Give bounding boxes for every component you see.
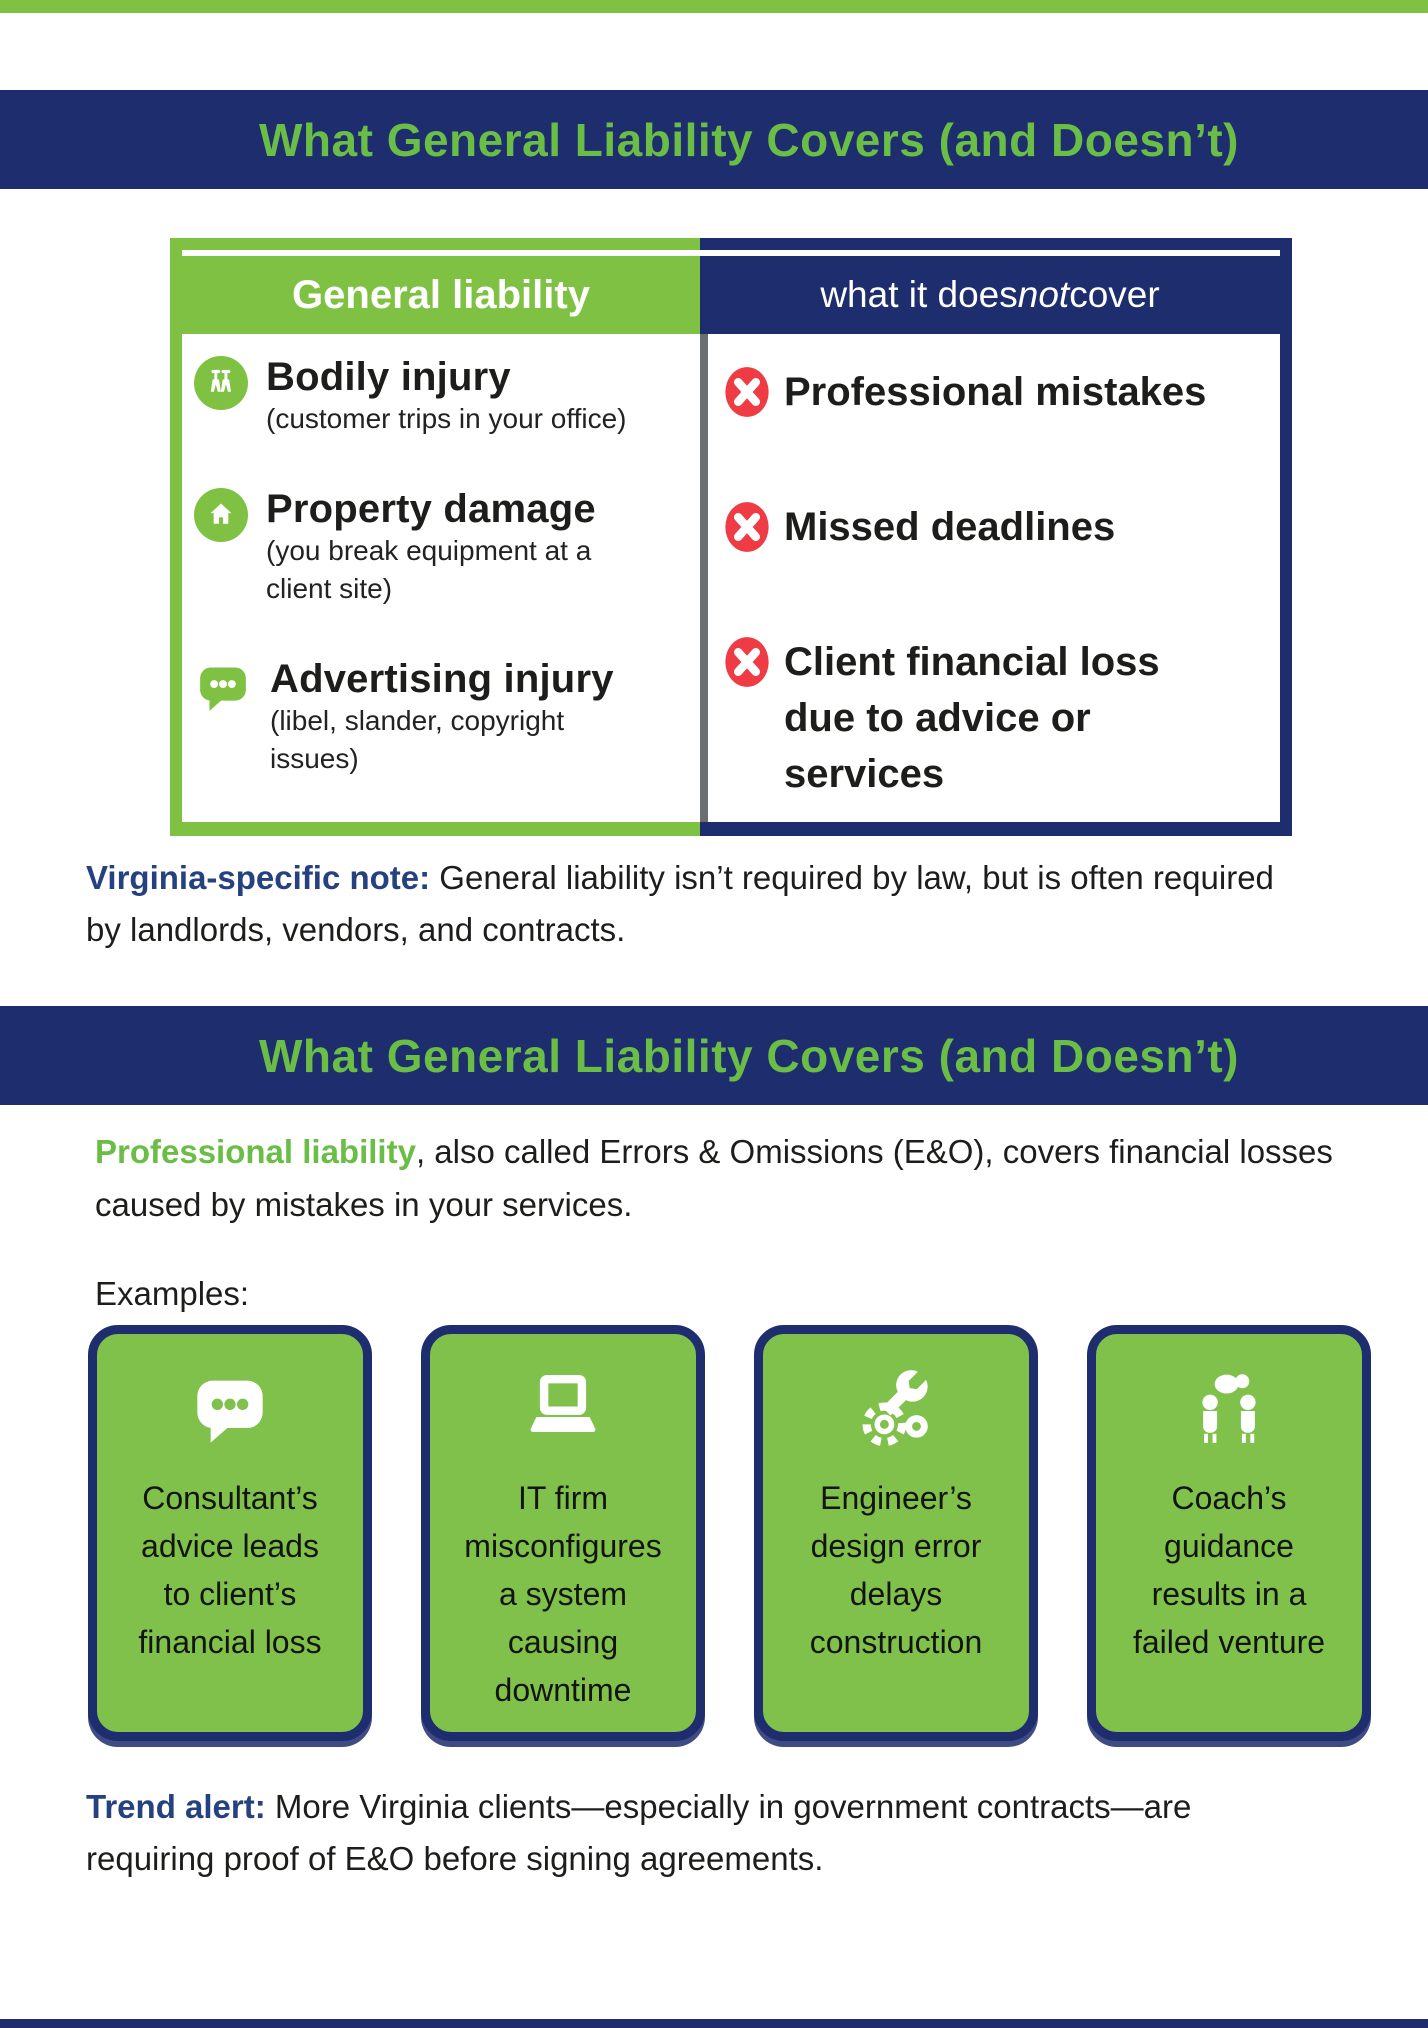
trend-label: Trend alert: [86, 1788, 266, 1825]
card-text-line: guidance [1164, 1528, 1294, 1564]
example-card-engineer: Engineer’s design error delays construct… [754, 1325, 1038, 1741]
card-text-line: Engineer’s [820, 1480, 972, 1516]
card-text: Engineer’s design error delays construct… [810, 1474, 983, 1666]
professional-line1: Professional liability, also called Erro… [95, 1125, 1428, 1178]
coverage-item-bodily-injury: Bodily injury (customer trips in your of… [194, 354, 690, 438]
column-not-covered: what it does not cover Professional mist… [700, 238, 1292, 836]
item-title: Property damage [266, 487, 596, 531]
card-text-line: results in a [1151, 1576, 1307, 1612]
not-covered-body: Professional mistakes Missed deadlines [700, 334, 1280, 822]
card-text-line: a system [498, 1576, 628, 1612]
banner-1: What General Liability Covers (and Doesn… [0, 90, 1428, 189]
exclusion-label: services [784, 752, 945, 796]
card-text: Consultant’s advice leads to client’s fi… [138, 1474, 321, 1666]
card-text-line: causing [507, 1624, 619, 1660]
tools-icon [853, 1362, 939, 1458]
cross-icon [724, 501, 770, 558]
not-covered-header-post: cover [1069, 274, 1160, 315]
item-subtitle: client site) [266, 573, 393, 604]
exclusion-label: due to advice or [784, 696, 1091, 740]
professional-text: , also called Errors & Omissions (E&O), … [415, 1133, 1333, 1170]
coverage-item-property-damage: Property damage (you break equipment at … [194, 486, 690, 608]
exclusion-item-professional-mistakes: Professional mistakes [724, 364, 1270, 423]
card-text: Coach’s guidance results in a failed ven… [1133, 1474, 1325, 1666]
cross-icon [724, 636, 770, 693]
card-text: IT firm misconfigures a system causing d… [464, 1474, 661, 1714]
trend-text: More Virginia clients—especially in gove… [265, 1788, 1192, 1825]
chat-bubble-icon [188, 1362, 272, 1458]
virginia-note: Virginia-specific note: General liabilit… [86, 852, 1428, 956]
not-covered-header: what it does not cover [700, 256, 1280, 334]
exclusion-item-client-financial-loss: Client financial loss due to advice or s… [724, 634, 1270, 802]
note-label: Virginia-specific note: [86, 859, 431, 896]
cross-icon [724, 366, 770, 423]
examples-label: Examples: [95, 1275, 250, 1312]
card-text-line: Coach’s [1171, 1480, 1287, 1516]
card-text-line: construction [809, 1624, 983, 1660]
trend-alert-line2: requiring proof of E&O before signing ag… [86, 1840, 824, 1877]
card-text-line: Consultant’s [142, 1480, 318, 1516]
exclusion-item-missed-deadlines: Missed deadlines [724, 499, 1270, 558]
coverage-item-advertising-injury: Advertising injury (libel, slander, copy… [194, 656, 690, 778]
banner-2: What General Liability Covers (and Doesn… [0, 1006, 1428, 1105]
page-title: What General Liability Covers (and Doesn… [259, 113, 1239, 166]
bottom-accent-strip [0, 2019, 1428, 2028]
covered-header: General liability [182, 256, 700, 334]
card-text-line: delays [849, 1576, 943, 1612]
card-text-line: IT firm [517, 1480, 609, 1516]
item-title: Bodily injury [266, 355, 511, 399]
laptop-icon [517, 1362, 609, 1458]
trend-alert: Trend alert: More Virginia clients—espec… [86, 1781, 1428, 1885]
speech-bubble-icon [194, 660, 252, 721]
not-covered-header-pre: what it does [820, 274, 1018, 315]
professional-line2: caused by mistakes in your services. [95, 1186, 633, 1223]
virginia-note-line1: Virginia-specific note: General liabilit… [86, 852, 1428, 904]
not-covered-header-emphasis: not [1017, 274, 1070, 315]
item-subtitle: (libel, slander, copyright [270, 705, 565, 736]
item-subtitle: (you break equipment at a [266, 535, 592, 566]
card-text-line: failed venture [1132, 1624, 1326, 1660]
top-accent-strip [0, 0, 1428, 13]
professional-lead: Professional liability [95, 1133, 416, 1170]
item-subtitle: (customer trips in your office) [266, 403, 627, 434]
card-text-line: financial loss [138, 1624, 322, 1660]
card-text-line: advice leads [141, 1528, 319, 1564]
coverage-comparison-table: General liability [170, 238, 1292, 836]
exclusion-label: Professional mistakes [784, 370, 1207, 414]
example-card-coach: Coach’s guidance results in a failed ven… [1087, 1325, 1371, 1741]
example-card-it-firm: IT firm misconfigures a system causing d… [421, 1325, 705, 1741]
exclusion-label: Missed deadlines [784, 505, 1116, 549]
column-covered: General liability [170, 238, 700, 836]
example-cards-row: Consultant’s advice leads to client’s fi… [88, 1325, 1371, 1741]
card-text-line: to client’s [163, 1576, 297, 1612]
card-text-line: misconfigures [464, 1528, 662, 1564]
card-text-line: downtime [494, 1672, 632, 1708]
covered-body: Bodily injury (customer trips in your of… [182, 334, 700, 822]
page-title-2: What General Liability Covers (and Doesn… [259, 1029, 1239, 1082]
trend-alert-line1: Trend alert: More Virginia clients—espec… [86, 1781, 1428, 1833]
exclusion-label: Client financial loss [784, 640, 1160, 684]
virginia-note-line2: by landlords, vendors, and contracts. [86, 911, 626, 948]
crutches-icon [194, 356, 248, 410]
item-title: Advertising injury [270, 657, 614, 701]
card-text-line: design error [810, 1528, 982, 1564]
meeting-icon [1183, 1362, 1275, 1458]
item-subtitle: issues) [270, 743, 359, 774]
note-text: General liability isn’t required by law,… [430, 859, 1274, 896]
professional-liability-paragraph: Professional liability, also called Erro… [95, 1125, 1428, 1231]
example-card-consultant: Consultant’s advice leads to client’s fi… [88, 1325, 372, 1741]
house-icon [194, 488, 248, 542]
